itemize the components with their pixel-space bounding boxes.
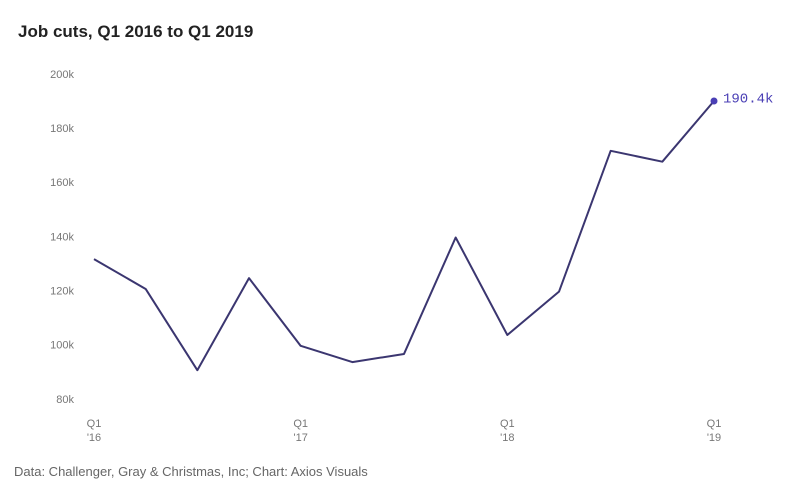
y-tick-label: 140k (50, 231, 74, 243)
value-label: 190.4k (723, 92, 773, 108)
y-tick-label: 160k (50, 177, 74, 189)
line (93, 100, 715, 372)
x-tick-label: Q1 '16 (86, 418, 102, 444)
chart-title: Job cuts, Q1 2016 to Q1 2019 (18, 22, 254, 41)
source-note: Data: Challenger, Gray & Christmas, Inc;… (14, 464, 368, 479)
y-tick-label: 120k (50, 286, 74, 298)
y-tick-label: 80k (56, 394, 74, 406)
x-tick-label: Q1 '19 (706, 418, 722, 444)
x-tick-label: Q1 '18 (499, 418, 515, 444)
point-marker (710, 97, 718, 105)
y-tick-label: 180k (50, 123, 74, 135)
y-tick-label: 200k (50, 69, 74, 81)
y-tick-label: 100k (50, 340, 74, 352)
x-tick-label: Q1 '17 (293, 418, 308, 444)
